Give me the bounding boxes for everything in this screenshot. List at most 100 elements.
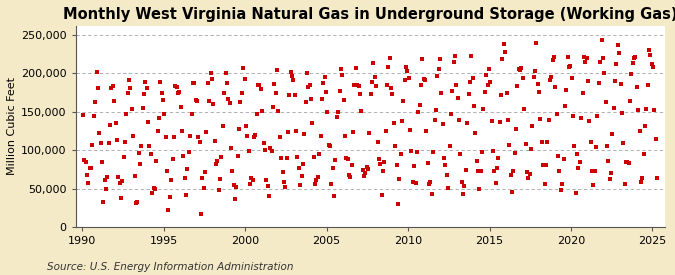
Point [356, 109, 367, 113]
Point [603, 159, 614, 164]
Point [626, 71, 637, 76]
Point [212, 159, 223, 163]
Point [306, 97, 317, 101]
Point [184, 150, 194, 154]
Point [493, 156, 504, 161]
Point [402, 68, 413, 73]
Point [348, 130, 358, 134]
Point [318, 81, 329, 85]
Point [439, 156, 450, 160]
Point [319, 75, 330, 79]
Point [360, 170, 371, 175]
Point [327, 166, 338, 170]
Point [207, 77, 217, 81]
Point [596, 38, 607, 42]
Point [273, 108, 284, 113]
Point [515, 68, 526, 72]
Point [451, 82, 462, 87]
Point [409, 163, 420, 168]
Point [436, 91, 447, 95]
Point [447, 89, 458, 93]
Point [619, 182, 630, 186]
Point [121, 112, 132, 116]
Point [261, 178, 271, 182]
Point [171, 84, 182, 89]
Point [113, 175, 124, 180]
Point [502, 118, 513, 122]
Point [514, 67, 524, 71]
Point [132, 199, 142, 204]
Point [512, 84, 522, 88]
Point [489, 169, 500, 173]
Point [387, 92, 398, 96]
Point [479, 89, 490, 94]
Point [252, 83, 263, 87]
Point [291, 129, 302, 133]
Point [154, 116, 165, 120]
Point [167, 157, 178, 161]
Point [181, 192, 192, 197]
Point [250, 133, 261, 137]
Point [474, 187, 485, 192]
Point [283, 130, 294, 134]
Point [389, 144, 400, 148]
Point [333, 110, 344, 114]
Point [460, 168, 471, 173]
Point [97, 160, 107, 164]
Point [551, 111, 562, 116]
Point [647, 61, 657, 66]
Point [508, 169, 518, 174]
Point [369, 75, 380, 79]
Point [500, 50, 510, 54]
Point [247, 178, 258, 183]
Point [601, 144, 612, 148]
Point [443, 186, 454, 191]
Point [448, 60, 459, 64]
Point [585, 139, 596, 144]
Point [375, 162, 385, 166]
Point [558, 156, 569, 161]
Point [632, 107, 643, 112]
Point [162, 169, 173, 174]
Point [639, 152, 649, 156]
Point [340, 134, 350, 138]
Point [385, 85, 396, 90]
Point [593, 81, 604, 85]
Point [652, 176, 663, 180]
Point [623, 161, 634, 166]
Point [433, 67, 444, 71]
Point [330, 157, 341, 162]
Point [125, 86, 136, 90]
Point [576, 116, 587, 120]
Point [92, 86, 103, 90]
Point [290, 92, 300, 97]
Point [294, 166, 304, 170]
Point [87, 143, 98, 148]
Point [418, 77, 429, 81]
Point [475, 169, 486, 173]
Point [634, 129, 645, 133]
Point [534, 90, 545, 94]
Point [477, 150, 487, 155]
Point [124, 78, 134, 82]
Point [287, 73, 298, 78]
Point [256, 109, 267, 114]
Point [622, 160, 632, 165]
Point [86, 166, 97, 170]
Point [597, 56, 608, 60]
Y-axis label: Million Cubic Feet: Million Cubic Feet [7, 78, 17, 175]
Point [505, 173, 516, 177]
Point [478, 106, 489, 111]
Point [541, 163, 551, 167]
Point [235, 100, 246, 104]
Point [441, 173, 452, 177]
Point [397, 119, 408, 123]
Point [452, 96, 463, 100]
Point [310, 182, 321, 186]
Point [371, 84, 381, 89]
Point [372, 140, 383, 144]
Point [80, 160, 91, 164]
Point [566, 75, 577, 80]
Point [608, 106, 619, 110]
Point [133, 151, 144, 155]
